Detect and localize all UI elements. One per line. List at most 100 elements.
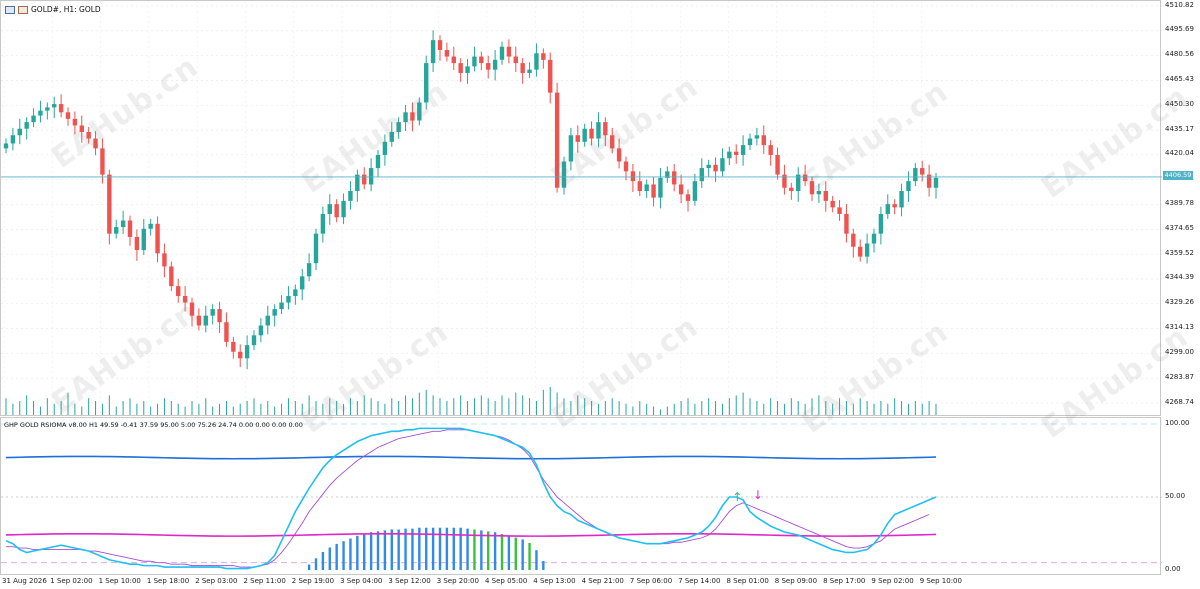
candle-body	[444, 49, 450, 57]
time-tick-label: 8 Sep 09:00	[774, 577, 818, 585]
candle-body	[520, 63, 525, 73]
candle-body	[761, 135, 766, 146]
candle-body	[224, 322, 229, 342]
candle-body	[651, 184, 656, 198]
candle-body	[734, 151, 739, 155]
candle-body	[203, 315, 208, 326]
candle-body	[17, 128, 22, 136]
lower-band-line	[5, 532, 937, 537]
candle-body	[830, 200, 835, 208]
candle-body	[492, 59, 498, 70]
candle-body	[320, 213, 326, 234]
price-chart-canvas[interactable]	[1, 1, 1162, 417]
candle-body	[410, 112, 415, 121]
candle-body	[176, 286, 181, 296]
candle-body	[754, 135, 760, 139]
indicator-canvas[interactable]: ↑ ↓	[1, 418, 1162, 576]
candle-body	[403, 112, 408, 123]
candle-body	[768, 145, 773, 155]
time-tick-label: 9 Sep 10:00	[919, 577, 962, 585]
price-tick-label: 4344.39	[1165, 273, 1194, 282]
candle-body	[658, 177, 663, 198]
candle-body	[644, 184, 649, 192]
candle-body	[713, 164, 718, 172]
time-axis[interactable]: 31 Aug 2026 1 Sep 02:00 1 Sep 10:00 1 Sep 1…	[0, 575, 1200, 589]
time-tick-label: 7 Sep 06:00	[629, 577, 673, 585]
candle-body	[740, 145, 746, 155]
candle-body	[451, 56, 456, 64]
chart-window-icon[interactable]	[5, 5, 15, 14]
candle-body	[293, 289, 298, 296]
candle-body	[430, 40, 436, 64]
time-tick-label: 4 Sep 13:00	[533, 577, 576, 585]
time-tick-label: 31 Aug 2026	[2, 577, 47, 585]
candle-body	[582, 128, 587, 142]
candle-body	[678, 184, 684, 195]
indicator-pane[interactable]: ↑ ↓ GHP GOLD RSIOMA v8.00 H1 49.59 -0.41 …	[0, 417, 1162, 576]
candle-body	[251, 335, 257, 346]
candle-body	[306, 263, 312, 277]
time-tick-label: 3 Sep 04:00	[340, 577, 383, 585]
chart-edit-icon[interactable]	[18, 5, 28, 14]
candle-body	[341, 200, 346, 218]
rsi-line	[5, 427, 937, 570]
candle-body	[465, 66, 470, 73]
candle-body	[844, 213, 849, 234]
time-tick-label: 7 Sep 14:00	[678, 577, 721, 585]
candle-body	[355, 174, 360, 192]
candle-body	[38, 110, 43, 116]
candle-body	[313, 233, 319, 264]
candle-body	[548, 59, 553, 93]
candle-body	[479, 56, 484, 64]
candle-body	[878, 213, 884, 234]
time-tick-label: 2 Sep 11:00	[243, 577, 286, 585]
price-tick-label: 4299.00	[1165, 347, 1194, 356]
candle-body	[231, 341, 236, 352]
price-tick-label: 4268.74	[1165, 397, 1194, 406]
candle-body	[554, 92, 560, 188]
price-chart-pane[interactable]: GOLD#, H1: GOLD	[0, 0, 1162, 417]
candle-body	[10, 135, 16, 144]
candle-body	[100, 148, 105, 175]
candle-body	[258, 325, 264, 336]
price-tick-label: 4359.52	[1165, 248, 1194, 257]
price-tick-label: 4374.65	[1165, 223, 1194, 232]
candle-body	[389, 131, 394, 142]
candle-body	[913, 168, 918, 182]
candle-body	[362, 174, 367, 185]
candle-body	[906, 181, 911, 192]
candle-body	[926, 174, 932, 188]
price-tick-label: 4450.30	[1165, 99, 1194, 108]
candle-body	[65, 112, 71, 119]
candle-body	[272, 309, 277, 316]
candle-body	[120, 220, 126, 228]
price-tick-label: 4480.56	[1165, 50, 1194, 59]
candle-body	[162, 253, 167, 267]
indicator-tick-label: 100.00	[1165, 418, 1190, 427]
candle-body	[623, 161, 629, 172]
price-tick-label: 4283.87	[1165, 372, 1194, 381]
indicator-scale[interactable]: 100.00 50.00 0.00	[1161, 417, 1200, 575]
price-tick-label: 4495.69	[1165, 25, 1194, 34]
candle-body	[589, 128, 594, 139]
candle-body	[114, 227, 119, 234]
candle-body	[217, 309, 222, 323]
candle-body	[534, 53, 539, 70]
candle-body	[506, 46, 512, 57]
candle-body	[692, 181, 698, 201]
time-tick-label: 2 Sep 03:00	[195, 577, 238, 585]
candle-body	[837, 207, 842, 214]
candle-body	[499, 46, 505, 60]
candle-body	[24, 122, 29, 129]
chart-symbol-label: GOLD#, H1: GOLD	[31, 5, 101, 14]
candle-body	[747, 138, 753, 146]
candle-body	[31, 115, 36, 123]
time-tick-label: 2 Sep 19:00	[291, 577, 335, 585]
sell-arrow-icon: ↓	[753, 488, 763, 502]
candle-body	[286, 295, 291, 303]
candle-body	[107, 174, 112, 234]
time-tick-label: 1 Sep 18:00	[146, 577, 190, 585]
candle-body	[79, 125, 84, 132]
candle-body	[782, 174, 787, 188]
candle-body	[127, 220, 133, 237]
